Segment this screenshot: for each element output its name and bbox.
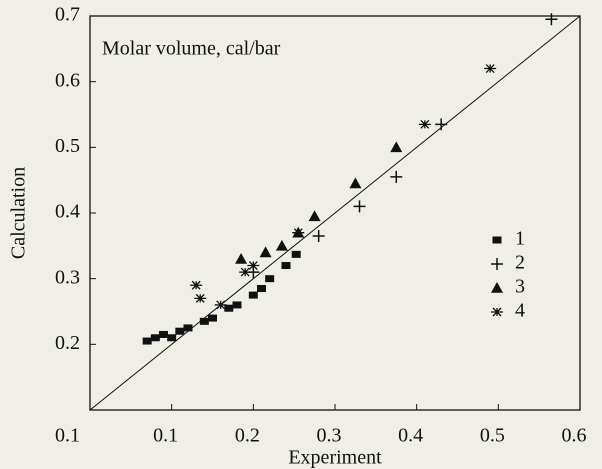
- point: [257, 285, 266, 293]
- point: [312, 229, 325, 242]
- point: [353, 200, 366, 213]
- point: [390, 141, 403, 153]
- point: [259, 246, 272, 258]
- y-tick-label: 0.2: [55, 332, 80, 354]
- point: [194, 293, 207, 303]
- y-tick-label: 0.1: [55, 425, 80, 447]
- y-tick-label: 0.6: [55, 69, 80, 91]
- y-tick-label: 0.3: [55, 266, 80, 288]
- legend-label: 2: [515, 252, 525, 274]
- legend-marker: [491, 307, 503, 317]
- point: [292, 228, 305, 238]
- point: [175, 327, 185, 335]
- legend-label: 1: [515, 228, 525, 250]
- point: [232, 301, 242, 309]
- point: [545, 13, 558, 26]
- y-tick-label: 0.5: [55, 135, 80, 157]
- y-tick-label: 0.4: [55, 201, 80, 223]
- y-axis-label: Calculation: [8, 167, 30, 259]
- point: [281, 262, 291, 270]
- point: [167, 334, 177, 342]
- point: [275, 239, 288, 251]
- point: [183, 324, 193, 332]
- point: [484, 64, 497, 73]
- point: [265, 275, 275, 283]
- point: [435, 118, 448, 131]
- x-tick-label: 0.6: [562, 425, 587, 447]
- legend-label: 4: [515, 300, 525, 322]
- point: [199, 317, 209, 325]
- point: [308, 210, 321, 222]
- point: [390, 170, 403, 183]
- x-tick-label: 0.3: [317, 425, 342, 447]
- point: [418, 119, 431, 129]
- point: [150, 334, 160, 342]
- y-tick-label: 0.7: [55, 4, 80, 26]
- point: [248, 291, 258, 299]
- legend-label: 3: [515, 276, 525, 298]
- point: [208, 314, 217, 322]
- x-tick-label: 0.5: [480, 425, 505, 447]
- x-axis-label: Experiment: [288, 447, 382, 469]
- x-tick-label: 0.2: [235, 425, 260, 447]
- diagonal-line: [89, 15, 581, 411]
- point: [190, 280, 203, 290]
- legend-marker: [491, 282, 503, 293]
- legend-marker: [491, 258, 503, 270]
- point: [214, 300, 227, 310]
- point: [159, 330, 168, 338]
- point: [235, 252, 248, 264]
- annotation: Molar volume, cal/bar: [102, 38, 281, 60]
- point: [142, 337, 152, 345]
- point: [291, 250, 301, 258]
- point: [239, 267, 252, 277]
- point: [224, 304, 234, 312]
- point: [247, 261, 260, 270]
- x-tick-label: 0.4: [398, 425, 423, 447]
- legend-marker: [492, 236, 502, 244]
- x-tick-label: 0.1: [153, 425, 178, 447]
- point: [349, 177, 362, 189]
